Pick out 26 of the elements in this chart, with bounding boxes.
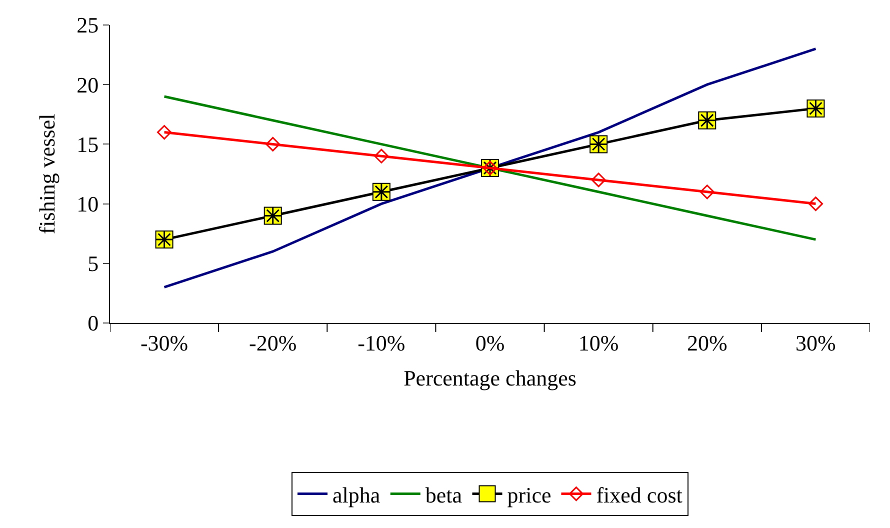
x-tick-label: -10% — [358, 330, 406, 356]
point — [157, 125, 172, 140]
point — [266, 136, 280, 152]
legend-label: beta — [425, 482, 462, 508]
y-tick-label: 20 — [76, 72, 99, 98]
y-tick-label: 15 — [76, 132, 99, 157]
y-axis-title: fishing vessel — [34, 114, 60, 234]
x-axis-title: Percentage changes — [404, 365, 576, 390]
x-tick-label: 0% — [475, 330, 505, 356]
x-tick-label: 30% — [796, 330, 836, 356]
y-tick-label: 0 — [88, 310, 99, 336]
x-tick-label: -20% — [249, 330, 297, 356]
x-tick-label: 20% — [686, 330, 728, 356]
point — [591, 172, 606, 188]
x-tick-label: -30% — [140, 330, 188, 356]
point — [808, 196, 823, 212]
y-tick-label: 10 — [76, 192, 99, 216]
x-tick-label: 10% — [578, 330, 619, 356]
line-series — [163, 48, 817, 288]
y-tick-label: 5 — [88, 251, 99, 276]
y-tick-label: 25 — [76, 12, 99, 38]
point — [374, 148, 389, 164]
legend-label: price — [507, 482, 552, 508]
legend-label: fixed cost — [596, 482, 682, 508]
point — [700, 184, 714, 200]
legend-label: alpha — [332, 482, 380, 508]
